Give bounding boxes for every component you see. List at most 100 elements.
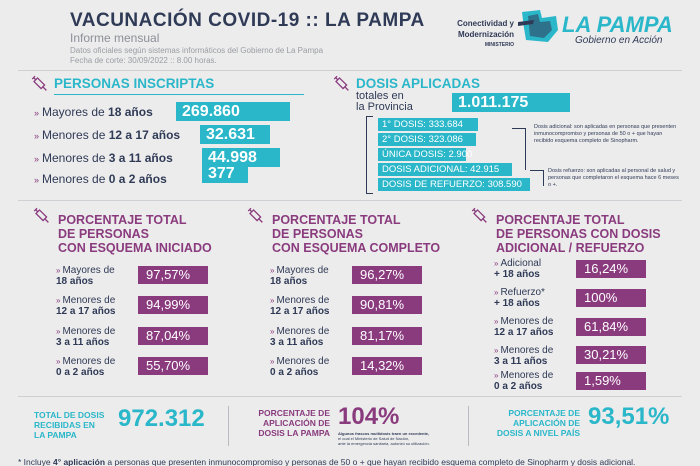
iniciado-row-l1: Menores de bbox=[62, 326, 116, 337]
header-divider bbox=[18, 70, 682, 71]
inscriptas-value: 269.860 bbox=[176, 102, 290, 121]
chevron-right-icon: » bbox=[34, 108, 40, 118]
dosis-bar-1: 1° DOSIS: 333.684 bbox=[378, 118, 478, 131]
completo-title-1: PORCENTAJE TOTAL bbox=[272, 213, 401, 227]
chevron-right-icon: » bbox=[270, 266, 275, 275]
bottom-separator bbox=[468, 406, 469, 446]
iniciado-row-l1: Menores de bbox=[62, 356, 116, 367]
inscriptas-row-age: 0 a 2 años bbox=[108, 172, 167, 186]
syringe-icon bbox=[247, 207, 263, 223]
aplicacion-label: PORCENTAJE DE APLICACIÓN DE DOSIS LA PAM… bbox=[238, 408, 330, 438]
completo-row-l2: 18 años bbox=[270, 276, 308, 287]
iniciado-row-label: » Menores de 12 a 17 años bbox=[56, 295, 115, 317]
adicional-row-l2: + 18 años bbox=[494, 298, 540, 309]
inscriptas-row-label: » Mayores de 18 años bbox=[34, 105, 153, 119]
aplicacion-note-3: ante la emergencia sanitaria, autorizó s… bbox=[338, 441, 430, 446]
completo-row-l1: Menores de bbox=[276, 356, 330, 367]
data-source: Datos oficiales según sistemas informáti… bbox=[70, 46, 324, 55]
page-subtitle: Informe mensual bbox=[70, 31, 160, 45]
inscriptas-row-prefix: Menores de bbox=[42, 172, 109, 186]
adicional-connector bbox=[512, 128, 526, 170]
iniciado-value: 97,57% bbox=[138, 266, 208, 284]
completo-row-l1: Mayores de bbox=[276, 265, 329, 276]
inscriptas-row-prefix: Menores de bbox=[42, 128, 109, 142]
chevron-right-icon: » bbox=[270, 296, 275, 305]
inscriptas-value: 32.631 bbox=[200, 125, 270, 144]
completo-value: 81,17% bbox=[352, 327, 422, 345]
completo-row-l2: 0 a 2 años bbox=[270, 367, 319, 378]
inscriptas-value: 377 bbox=[202, 164, 248, 183]
adicional-value: 100% bbox=[576, 289, 646, 307]
chevron-right-icon: » bbox=[494, 371, 499, 380]
section-divider bbox=[18, 200, 682, 201]
inscriptas-value: 44.998 bbox=[202, 148, 280, 167]
iniciado-row-label: » Mayores de 18 años bbox=[56, 265, 115, 287]
note-adicional: Dosis adicional: son aplicadas en person… bbox=[534, 124, 677, 144]
adicional-row-l1: Refuerzo* bbox=[500, 287, 545, 298]
adicional-row-l2: 0 a 2 años bbox=[494, 381, 543, 392]
iniciado-row-l2: 0 a 2 años bbox=[56, 367, 105, 378]
adicional-row-l1: Adicional bbox=[500, 258, 542, 269]
footnote-post: a personas que presenten inmunocompromis… bbox=[105, 457, 636, 466]
dosis-bar-adicional: DOSIS ADICIONAL: 42.915 bbox=[378, 163, 512, 176]
page-title: VACUNACIÓN COVID-19 :: LA PAMPA bbox=[70, 10, 425, 31]
recibidas-label: TOTAL DE DOSIS RECIBIDAS EN LA PAMPA bbox=[34, 410, 104, 440]
dosis-bracket bbox=[366, 116, 373, 194]
chevron-right-icon: » bbox=[56, 357, 61, 366]
adicional-row-label: » Refuerzo* + 18 años bbox=[494, 287, 545, 309]
completo-row-l1: Menores de bbox=[276, 295, 330, 306]
inscriptas-row-label: » Menores de 0 a 2 años bbox=[34, 172, 167, 186]
ministry-line-2: Modernización bbox=[457, 30, 514, 39]
pais-value: 93,51% bbox=[588, 403, 670, 430]
iniciado-title-3: CON ESQUEMA INICIADO bbox=[58, 241, 212, 255]
iniciado-row-label: » Menores de 0 a 2 años bbox=[56, 356, 115, 378]
iniciado-title-2: DE PERSONAS bbox=[58, 227, 149, 241]
iniciado-row-label: » Menores de 3 a 11 años bbox=[56, 326, 115, 348]
recibidas-label-3: LA PAMPA bbox=[34, 430, 77, 440]
adicional-value: 61,84% bbox=[576, 318, 646, 336]
dosis-total-label: totales en la Provincia bbox=[356, 91, 413, 113]
completo-row-label: » Menores de 0 a 2 años bbox=[270, 356, 329, 378]
ministry-line-3: MINISTERIO bbox=[484, 42, 514, 48]
syringe-icon bbox=[33, 207, 49, 223]
la-pampa-map-logo bbox=[518, 10, 558, 42]
adicional-row-l2: 3 a 11 años bbox=[494, 356, 548, 367]
chevron-right-icon: » bbox=[34, 131, 40, 141]
recibidas-value: 972.312 bbox=[118, 405, 205, 432]
adicional-row-l1: Menores de bbox=[500, 370, 554, 381]
completo-row-label: » Menores de 12 a 17 años bbox=[270, 295, 329, 317]
dosis-total-label-1: totales en bbox=[356, 90, 404, 102]
chevron-right-icon: » bbox=[270, 327, 275, 336]
syringe-icon bbox=[333, 75, 349, 91]
iniciado-row-l2: 12 a 17 años bbox=[56, 306, 116, 317]
adicional-row-label: » Menores de 0 a 2 años bbox=[494, 370, 553, 392]
inscriptas-row-prefix: Menores de bbox=[42, 151, 109, 165]
completo-title-2: DE PERSONAS bbox=[272, 227, 363, 241]
adicional-value: 16,24% bbox=[576, 260, 646, 278]
inscriptas-row-age: 3 a 11 años bbox=[108, 151, 173, 165]
iniciado-title: PORCENTAJE TOTAL DE PERSONAS CON ESQUEMA… bbox=[58, 213, 212, 255]
inscriptas-title: PERSONAS INSCRIPTAS bbox=[54, 76, 215, 91]
dosis-bar-refuerzo: DOSIS DE REFUERZO: 308.590 bbox=[378, 178, 530, 191]
completo-value: 96,27% bbox=[352, 266, 422, 284]
chevron-right-icon: » bbox=[494, 346, 499, 355]
adicional-title: PORCENTAJE TOTAL DE PERSONAS CON DOSIS A… bbox=[496, 213, 661, 255]
iniciado-value: 94,99% bbox=[138, 296, 208, 314]
ministry-line-1: Conectividad y bbox=[457, 19, 514, 28]
pais-label-1: PORCENTAJE DE bbox=[508, 408, 580, 418]
iniciado-title-1: PORCENTAJE TOTAL bbox=[58, 213, 187, 227]
aplicacion-label-2: APLICACIÓN DE bbox=[262, 418, 330, 428]
iniciado-value: 87,04% bbox=[138, 327, 208, 345]
chevron-right-icon: » bbox=[34, 154, 40, 164]
chevron-right-icon: » bbox=[56, 327, 61, 336]
refuerzo-connector bbox=[530, 170, 544, 186]
aplicacion-note-2: el cual el Ministerio de Salud de Nación… bbox=[338, 436, 410, 441]
inscriptas-row-label: » Menores de 12 a 17 años bbox=[34, 128, 180, 142]
inscriptas-row-prefix: Mayores de bbox=[42, 105, 109, 119]
iniciado-row-l1: Menores de bbox=[62, 295, 116, 306]
dosis-title: DOSIS APLICADAS bbox=[356, 76, 481, 91]
bottom-separator bbox=[228, 406, 229, 446]
adicional-row-l2: 12 a 17 años bbox=[494, 327, 554, 338]
adicional-row-l1: Menores de bbox=[500, 316, 554, 327]
chevron-right-icon: » bbox=[494, 259, 499, 268]
